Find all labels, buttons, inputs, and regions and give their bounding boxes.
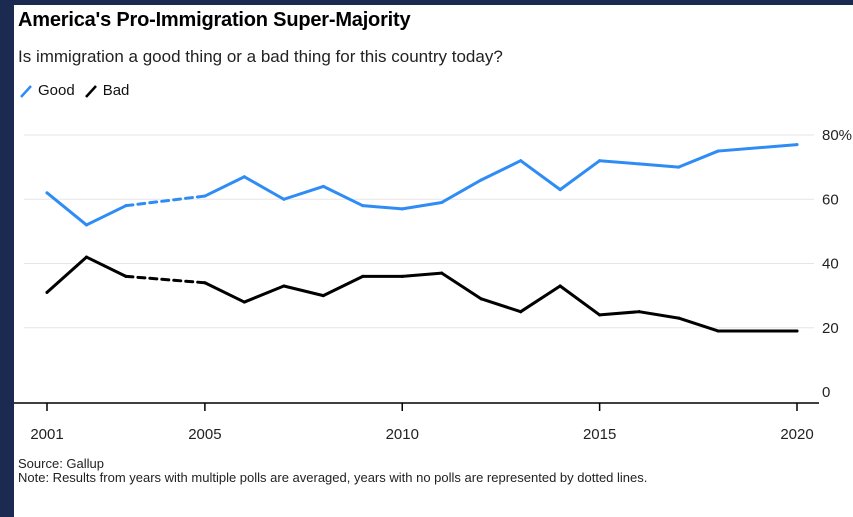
x-tick-label: 2005 [188, 426, 221, 443]
series-good-segment [242, 175, 286, 201]
series-good-point [124, 204, 128, 208]
series-bad-segment [45, 255, 88, 294]
series-bad-point [519, 310, 523, 314]
series-good-point [795, 143, 799, 147]
series-bad-point [124, 274, 128, 278]
series-bad-point [637, 310, 641, 314]
series-bad-segment [84, 255, 128, 278]
series-bad-segment [479, 297, 523, 314]
series-bad-point [677, 316, 681, 320]
series-good-point [716, 149, 720, 153]
series-bad-point [479, 297, 483, 301]
series-bad-segment [440, 271, 483, 301]
series-bad-point [361, 274, 365, 278]
series-good-segment [440, 178, 483, 204]
chart-title: America's Pro-Immigration Super-Majority [18, 9, 411, 31]
series-bad-point [321, 294, 325, 298]
series-good-segment [282, 184, 325, 201]
series-bad-segment [558, 284, 602, 317]
line-swatch-icon [20, 84, 32, 98]
x-tick-label: 2010 [386, 426, 419, 443]
series-good-segment [598, 159, 641, 166]
legend-label-bad: Bad [102, 82, 130, 99]
series-bad-dotted-segment [124, 274, 207, 285]
series-bad-point [598, 313, 602, 317]
series-good-segment [716, 143, 799, 153]
series-bad-point [282, 284, 286, 288]
series-good-segment [45, 191, 88, 227]
series-bad-segment [203, 281, 246, 304]
series-good-point [519, 159, 523, 163]
source-text: Source: Gallup [18, 456, 104, 471]
y-tick-label: 20 [822, 320, 839, 337]
chart-legend: Good Bad [20, 82, 139, 99]
series-good-dotted-segment [124, 194, 207, 208]
series-bad-point [45, 290, 49, 294]
series-good-point [84, 223, 88, 227]
legend-item-bad: Bad [84, 82, 130, 99]
series-good-point [440, 200, 444, 204]
line-chart: 0 20 40 60 80% 2001 2005 2010 2015 2020 [14, 127, 852, 443]
series-good-point [558, 188, 562, 192]
series-bad-segment [242, 284, 286, 304]
series-good-point [282, 197, 286, 201]
series-bad-point [203, 281, 207, 285]
series-bad-segment [677, 316, 720, 333]
note-text: Note: Results from years with multiple p… [18, 470, 648, 485]
series-bad-point [242, 300, 246, 304]
series-bad-point [716, 329, 720, 333]
y-tick-label: 0 [822, 384, 830, 401]
series-good-point [321, 184, 325, 188]
series-good-segment [519, 159, 562, 192]
x-tick-label: 2001 [30, 426, 63, 443]
series-good-segment [361, 204, 404, 211]
legend-label-good: Good [38, 82, 75, 99]
series-bad-segment [282, 284, 325, 298]
x-tick-label: 2015 [583, 426, 616, 443]
series-bad-point [400, 274, 404, 278]
legend-item-good: Good [20, 82, 75, 99]
line-swatch-icon [84, 84, 97, 98]
series-good-point [479, 178, 483, 182]
series-bad-segment [519, 284, 562, 314]
series-good-segment [84, 204, 128, 227]
series-bad-segment [637, 310, 681, 320]
series-bad-point [84, 255, 88, 259]
series-bad-point [440, 271, 444, 275]
series-good-point [361, 204, 365, 208]
series-bad-segment [321, 274, 365, 298]
series-good-point [400, 207, 404, 211]
chart-footer: Source: Gallup Note: Results from years … [18, 457, 838, 485]
series-good-segment [677, 149, 720, 169]
series-good-segment [558, 159, 602, 192]
chart-subtitle: Is immigration a good thing or a bad thi… [18, 47, 503, 66]
series-good-point [203, 194, 207, 198]
series-bad-segment [598, 310, 641, 317]
series-good-point [677, 165, 681, 169]
x-tick-label: 2020 [780, 426, 813, 443]
series-bad-point [558, 284, 562, 288]
series-good-point [637, 162, 641, 166]
y-tick-label: 40 [822, 256, 839, 273]
series-good-segment [479, 159, 523, 182]
series-good-segment [321, 184, 365, 208]
series-good-point [45, 191, 49, 195]
series-good-point [598, 159, 602, 163]
series-good-segment [637, 162, 681, 169]
chart-card: America's Pro-Immigration Super-Majority… [14, 5, 853, 517]
series-good-point [242, 175, 246, 179]
y-tick-label: 60 [822, 191, 839, 208]
series-good-segment [203, 175, 246, 198]
series-bad-point [795, 329, 799, 333]
series-bad-segment [400, 271, 444, 278]
y-tick-label: 80% [822, 127, 852, 144]
series-good-segment [400, 200, 444, 211]
